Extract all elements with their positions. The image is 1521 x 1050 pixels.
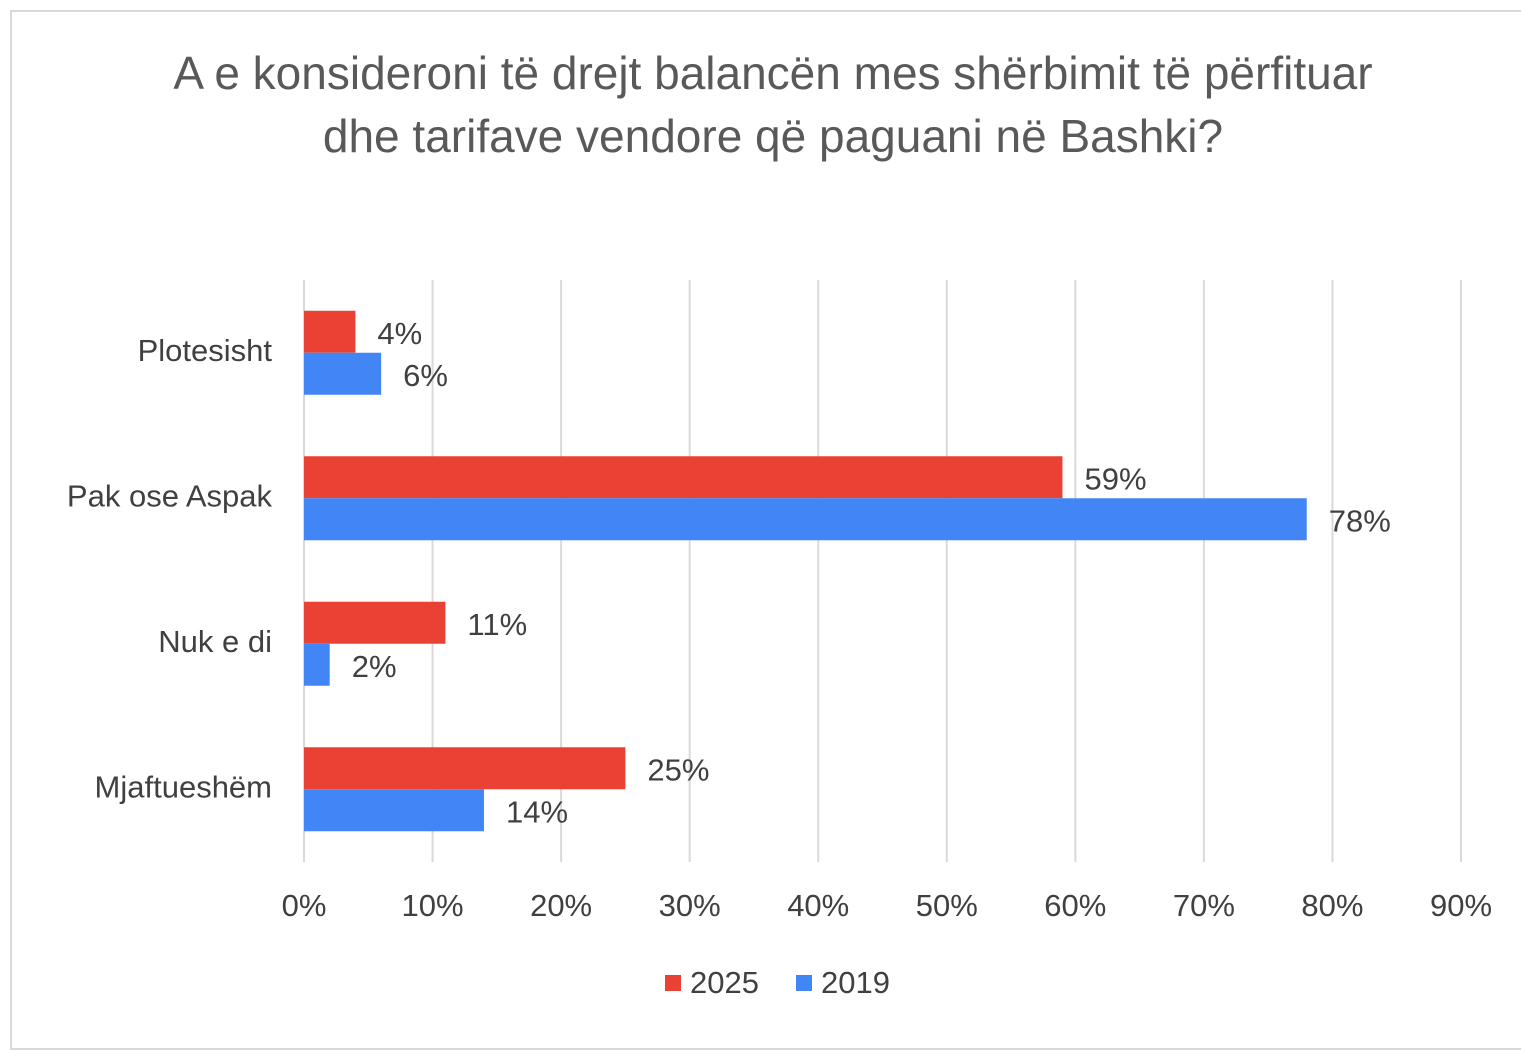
x-tick-label: 80% [1301, 888, 1363, 923]
chart-title: A e konsideroni të drejt balancën mes sh… [173, 47, 1373, 162]
legend-swatch [665, 975, 681, 991]
x-tick-label: 0% [282, 888, 327, 923]
data-label: 25% [647, 752, 709, 787]
y-tick-label: Pak ose Aspak [67, 478, 273, 513]
data-label: 4% [377, 316, 422, 351]
data-label: 2% [352, 649, 397, 684]
data-label: 6% [403, 358, 448, 393]
bar [304, 643, 330, 686]
x-tick-label: 10% [402, 888, 464, 923]
bar [304, 747, 626, 790]
bar [304, 601, 446, 644]
bar [304, 352, 382, 395]
x-tick-label: 50% [916, 888, 978, 923]
x-tick-label: 60% [1044, 888, 1106, 923]
x-tick-label: 40% [787, 888, 849, 923]
data-label: 59% [1084, 461, 1146, 496]
x-tick-label: 20% [530, 888, 592, 923]
bar [304, 456, 1063, 499]
x-tick-label: 90% [1430, 888, 1492, 923]
data-label: 14% [506, 794, 568, 829]
bar [304, 498, 1307, 541]
legend-label: 2019 [821, 965, 890, 1000]
bar [304, 310, 356, 353]
y-tick-label: Mjaftueshëm [95, 769, 272, 804]
data-label: 11% [467, 607, 527, 642]
y-tick-label: Nuk e di [158, 624, 272, 659]
x-tick-label: 70% [1173, 888, 1235, 923]
data-label: 78% [1329, 503, 1391, 538]
x-tick-label: 30% [659, 888, 721, 923]
y-tick-label: Plotesisht [138, 333, 273, 368]
legend-swatch [796, 975, 812, 991]
bar [304, 789, 484, 832]
legend-label: 2025 [690, 965, 759, 1000]
